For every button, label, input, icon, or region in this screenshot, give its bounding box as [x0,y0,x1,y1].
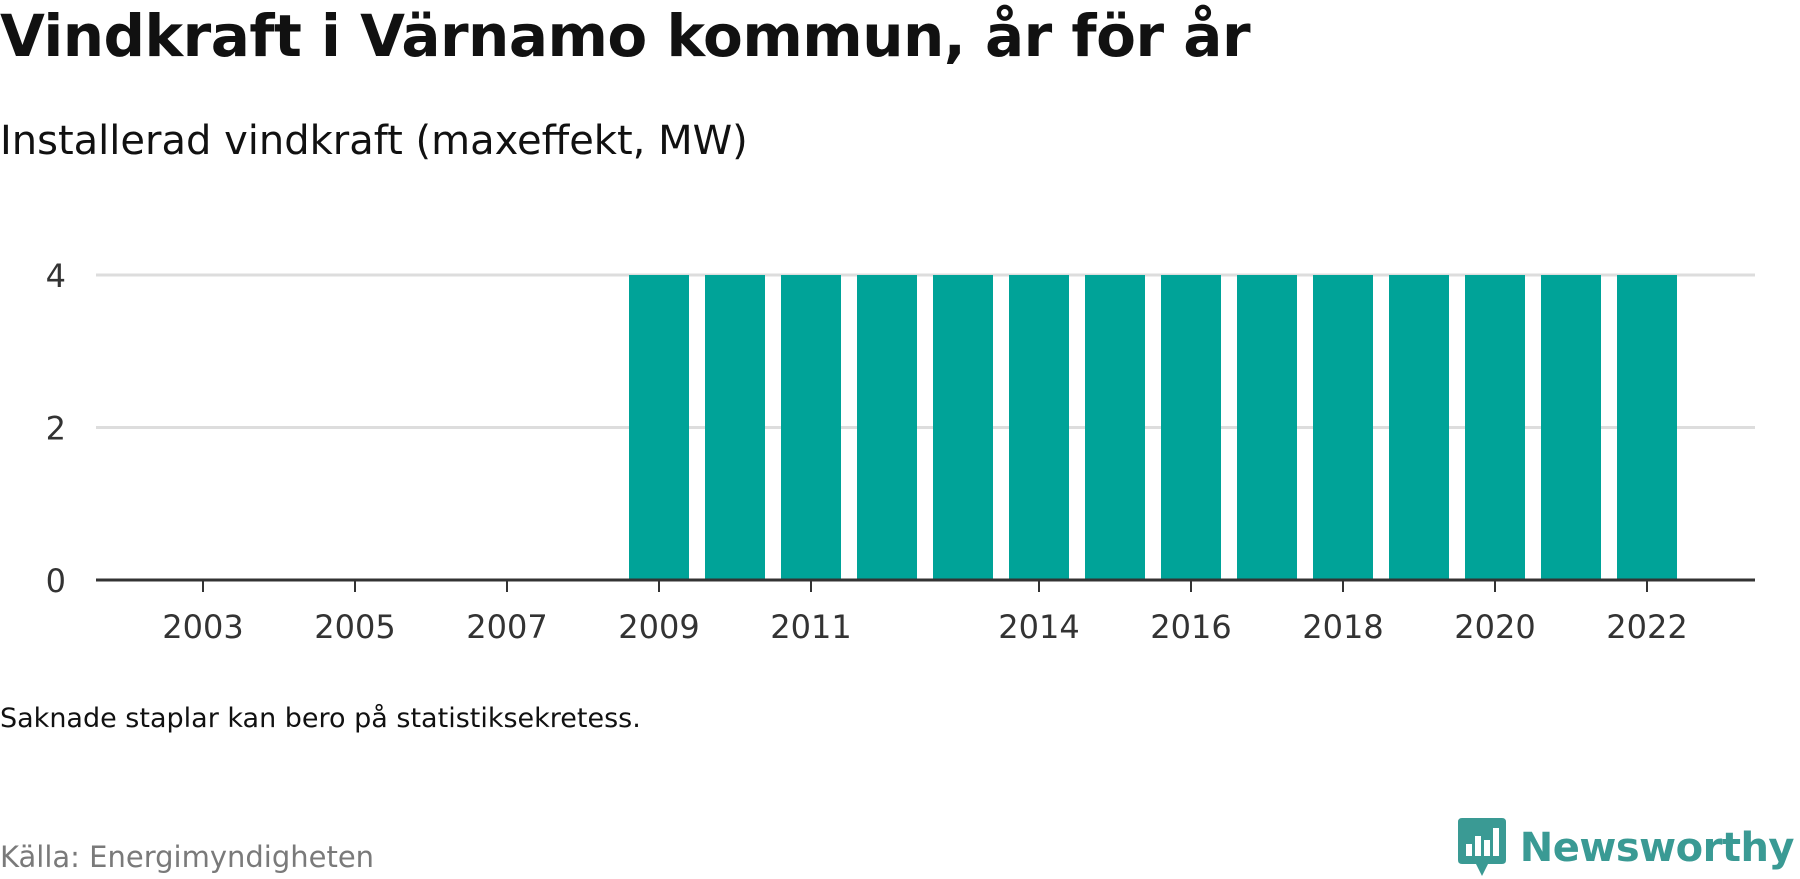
y-tick-label: 4 [46,257,66,295]
bar-2009 [629,275,689,580]
bar-2016 [1161,275,1221,580]
x-tick-label: 2003 [162,608,243,646]
bar-2011 [781,275,841,580]
x-tick-label: 2016 [1150,608,1231,646]
bar-2018 [1313,275,1373,580]
source-text: Källa: Energimyndigheten [0,840,375,874]
bar-2021 [1541,275,1601,580]
bar-2020 [1465,275,1525,580]
bar-2015 [1085,275,1145,580]
x-tick-label: 2009 [618,608,699,646]
chart-note: Saknade staplar kan bero på statistiksek… [0,703,641,734]
y-tick-label: 2 [46,410,66,448]
newsworthy-logo-icon [1457,818,1506,876]
bar-2017 [1237,275,1297,580]
x-tick-label: 2011 [770,608,851,646]
bar-2019 [1389,275,1449,580]
bar-2014 [1009,275,1069,580]
x-tick-label: 2018 [1302,608,1383,646]
y-tick-label: 0 [46,562,66,600]
chart-title: Vindkraft i Värnamo kommun, år för år [0,2,1251,70]
bar-2022 [1617,275,1677,580]
x-tick-label: 2005 [314,608,395,646]
chart-subtitle: Installerad vindkraft (maxeffekt, MW) [0,118,748,164]
bar-chart: 0 2 4 2003 2005 2007 2009 2011 2014 2016 2018 2020 2… [46,257,1755,646]
brand-name: Newsworthy [1519,825,1795,871]
x-tick-label: 2014 [998,608,1079,646]
bar-2012 [857,275,917,580]
x-tick-label: 2020 [1454,608,1535,646]
x-tick-label: 2007 [466,608,547,646]
newsworthy-brand: Newsworthy [1457,818,1795,878]
x-tick-label: 2022 [1606,608,1687,646]
bar-2010 [705,275,765,580]
bar-2013 [933,275,993,580]
